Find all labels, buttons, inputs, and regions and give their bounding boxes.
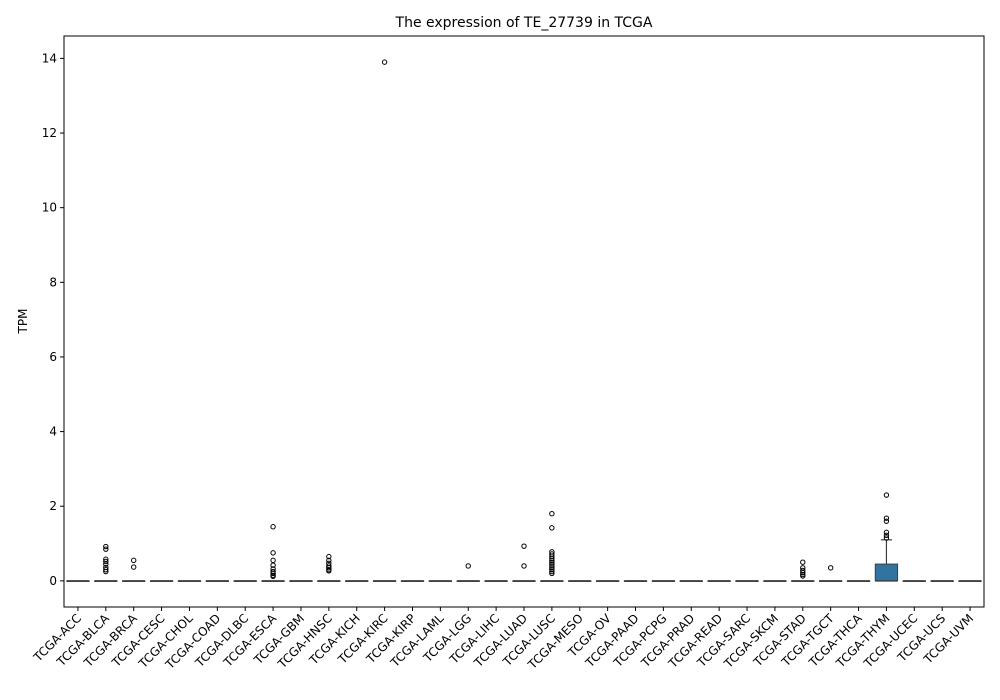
y-axis-label: TPM [16,309,30,335]
outlier-point-tcga-esca [270,524,276,530]
box-tcga-thym [874,563,899,582]
outlier-point-tcga-brca [130,564,137,570]
outlier-point-tcga-tgct [827,565,834,571]
outlier-point-tcga-esca [270,570,276,577]
chart-title: The expression of TE_27739 in TCGA [395,15,653,31]
outlier-point-tcga-thym [883,529,890,536]
outlier-point-tcga-esca [270,562,276,568]
outlier-point-tcga-hnsc [326,557,332,564]
outlier-point-tcga-blca [103,566,109,573]
outlier-point-tcga-blca [103,546,109,552]
y-tick-label: 12 [42,126,57,140]
outlier-point-tcga-lusc [549,510,555,517]
outlier-point-tcga-lusc [549,557,555,564]
y-tick-label: 14 [42,51,57,65]
outlier-point-tcga-blca [103,561,109,567]
outlier-point-tcga-lusc [549,566,555,573]
outlier-point-tcga-stad [800,573,806,579]
outlier-point-tcga-lgg [465,563,471,569]
outlier-point-tcga-lusc [549,570,555,577]
outlier-point-tcga-lusc [549,568,555,575]
outlier-point-tcga-thym [883,532,890,539]
outlier-point-tcga-lusc [549,561,555,567]
outlier-point-tcga-hnsc [326,553,332,560]
y-tick-label: 8 [49,275,57,289]
outlier-point-tcga-stad [800,559,806,565]
outlier-point-tcga-esca [270,573,276,580]
outlier-point-tcga-kirc [381,59,388,65]
outlier-point-tcga-esca [270,557,276,564]
outlier-point-tcga-thym [883,518,890,524]
y-tick-label: 2 [49,499,57,513]
outlier-point-tcga-lusc [549,555,555,562]
y-tick-label: 4 [49,425,57,439]
plot-frame [63,35,985,608]
outlier-point-tcga-blca [103,568,109,575]
outlier-point-tcga-thym [883,535,890,541]
outlier-point-tcga-luad [521,563,527,569]
outlier-point-tcga-lusc [549,565,555,571]
y-tick-label: 6 [49,350,57,364]
outlier-point-tcga-brca [130,557,137,564]
outlier-point-tcga-lusc [549,563,555,569]
plot-area: 02468101214TCGA-ACCTCGA-BLCATCGA-BRCATCG… [30,51,982,672]
y-tick-label: 0 [49,574,57,588]
outlier-point-tcga-stad [800,569,806,576]
outlier-point-tcga-blca [103,543,109,550]
outlier-point-tcga-luad [521,543,527,549]
outlier-point-tcga-lusc [549,525,555,531]
outlier-point-tcga-hnsc [326,565,332,571]
y-tick-label: 10 [42,201,57,215]
outlier-point-tcga-thym [883,515,890,521]
outlier-point-tcga-lusc [549,559,555,565]
outlier-point-tcga-thym [883,492,890,498]
outlier-point-tcga-blca [103,558,109,565]
outlier-point-tcga-hnsc [326,568,332,574]
outlier-point-tcga-esca [270,550,276,556]
